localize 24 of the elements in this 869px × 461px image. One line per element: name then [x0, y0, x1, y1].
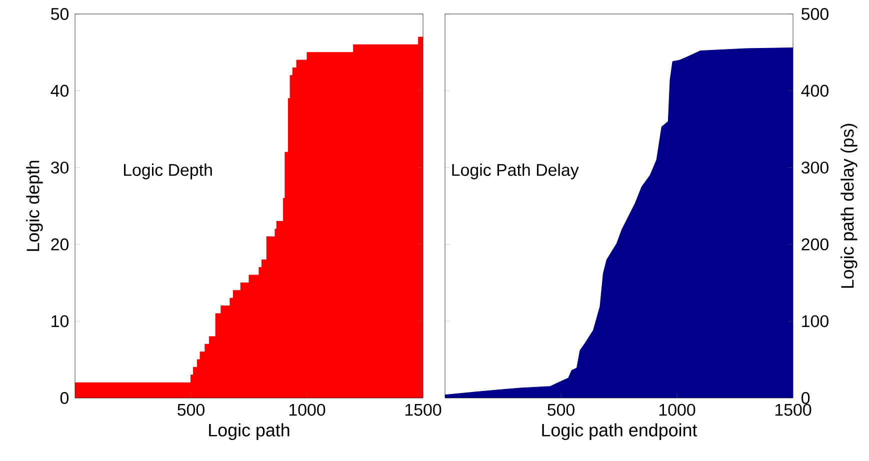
y2-tick-label: 400	[801, 84, 828, 97]
annotation: Logic Path Delay	[452, 164, 579, 180]
x-tick-label: 1500	[405, 404, 442, 416]
x-tick-label: 500	[178, 404, 204, 416]
y2-tick-label: 500	[802, 8, 828, 20]
y-tick-label: 0	[60, 392, 69, 404]
annotation: Logic Depth	[124, 164, 212, 180]
x-tick-label: 1000	[289, 404, 326, 416]
y-tick-label: 30	[50, 162, 69, 174]
y2-tick-label: 200	[802, 238, 828, 250]
x-axis-title: Logic path	[209, 423, 290, 440]
y2-axis-title: Logic path delay (ps)	[840, 124, 858, 288]
y-tick-label: 50	[51, 8, 69, 20]
x-tick-label: 1500	[775, 404, 812, 416]
y-tick-label: 40	[50, 84, 69, 97]
x-axis-title: Logic path endpoint	[542, 423, 698, 440]
y-tick-label: 20	[51, 238, 69, 250]
x-tick-label: 500	[548, 404, 574, 416]
y2-tick-label: 0	[802, 392, 810, 404]
y2-tick-label: 100	[802, 315, 828, 328]
y-axis-title: Logic depth	[26, 160, 43, 251]
y2-tick-label: 300	[801, 162, 828, 174]
y-tick-label: 10	[52, 315, 69, 328]
x-tick-label: 1000	[659, 404, 696, 416]
